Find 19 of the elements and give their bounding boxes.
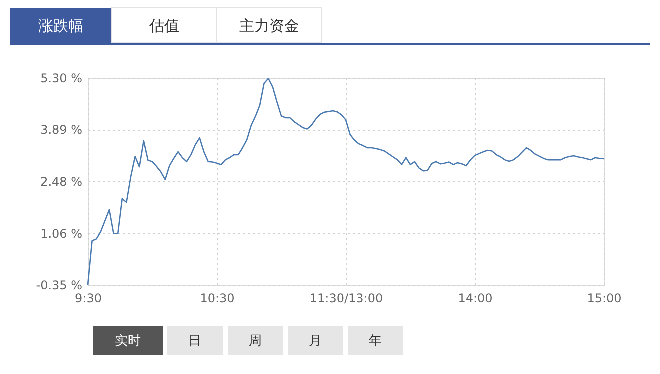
text: 估值 bbox=[148, 17, 180, 35]
x-tick-label: 10:30 bbox=[200, 292, 235, 306]
text: 实时 bbox=[115, 334, 141, 349]
text: 涨跌幅 bbox=[38, 17, 84, 35]
y-tick-label: 2.48 % bbox=[40, 174, 82, 189]
y-tick-label: -0.35 % bbox=[36, 278, 82, 292]
x-tick-label: 15:00 bbox=[587, 292, 622, 306]
y-tick-label: 5.30 % bbox=[40, 72, 82, 86]
text: 周 bbox=[249, 334, 262, 349]
text: 月 bbox=[309, 334, 322, 349]
x-tick-label: 14:00 bbox=[458, 292, 493, 306]
x-tick-label: 9:30 bbox=[75, 292, 102, 306]
y-tick-label: 1.06 % bbox=[40, 226, 82, 241]
text: 日 bbox=[188, 334, 202, 349]
y-tick-label: 3.89 % bbox=[40, 123, 82, 138]
line-series bbox=[87, 78, 605, 286]
text: 年 bbox=[369, 334, 382, 349]
x-tick-label: 11:30/13:00 bbox=[310, 292, 384, 306]
text: 主力资金 bbox=[240, 17, 300, 35]
